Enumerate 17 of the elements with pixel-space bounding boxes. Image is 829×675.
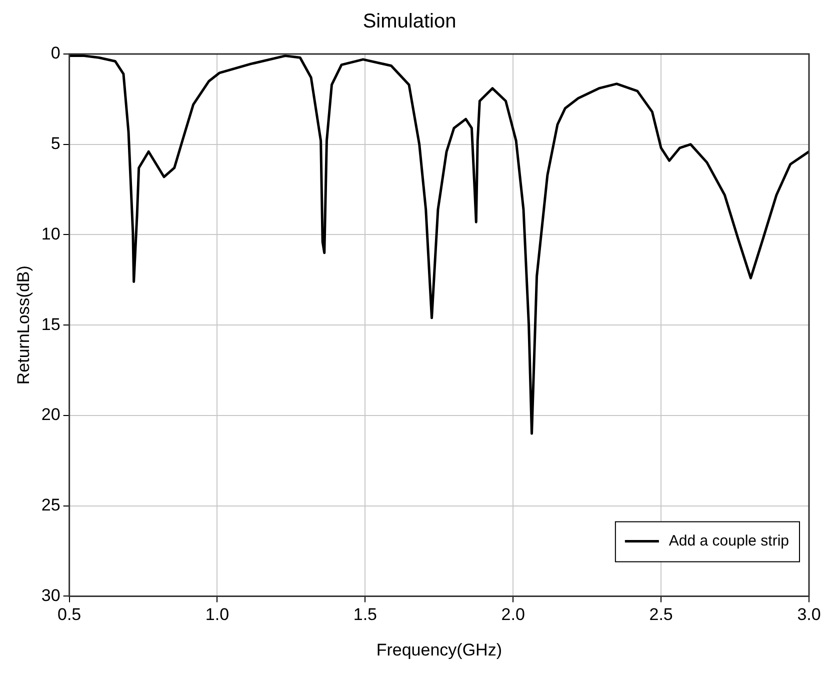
y-tick-label: 10 [41,224,60,244]
y-tick-label: 5 [50,134,60,154]
legend-label: Add a couple strip [668,532,790,550]
x-tick-label: 2.5 [649,605,673,624]
x-tick-label: 3.0 [797,605,821,624]
x-tick-label: 1.0 [205,605,230,624]
y-axis-title: ReturnLoss(dB) [14,266,33,385]
y-tick-label: 30 [41,586,60,605]
x-tick-label: 1.5 [353,605,378,624]
x-tick-label: 2.0 [501,605,525,624]
y-tick-label: 0 [50,44,60,63]
x-axis-title: Frequency(GHz) [376,640,502,660]
y-tick-label: 25 [41,496,60,515]
y-tick-label: 15 [41,314,60,334]
x-tick-label: 0.5 [57,605,82,624]
y-tick-label: 20 [41,405,60,424]
chart-title: Simulation [362,10,456,33]
